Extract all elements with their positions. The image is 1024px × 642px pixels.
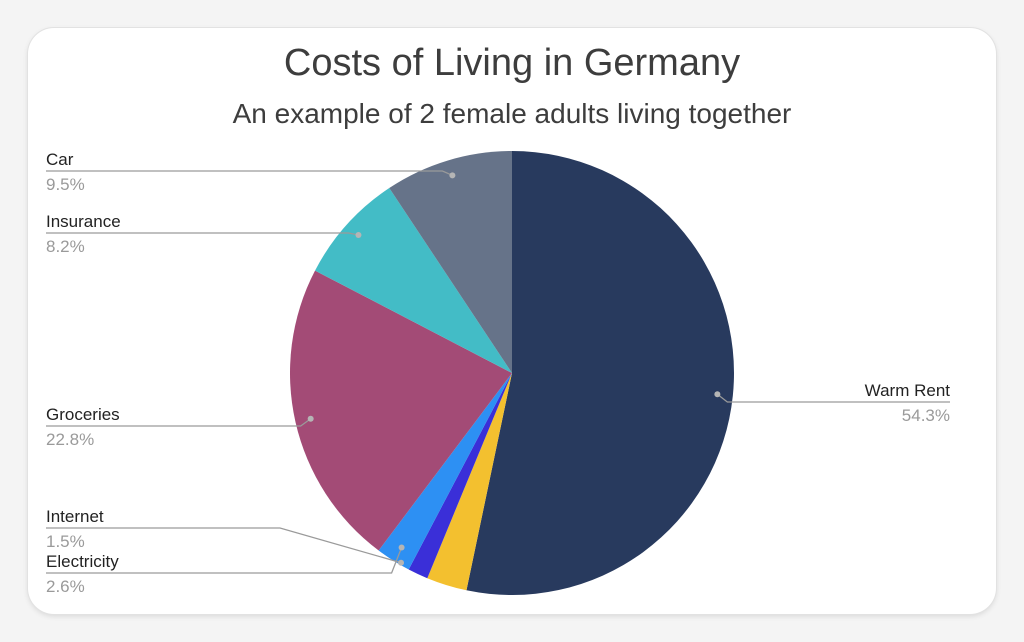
pie-slice-warm-rent bbox=[466, 151, 734, 595]
leader-dot-electricity bbox=[398, 544, 405, 551]
pie-slice-electricity bbox=[378, 373, 512, 570]
slice-pct-warm-rent: 54.3% bbox=[902, 406, 950, 425]
leader-line-warm-rent bbox=[716, 393, 950, 403]
leader-dot-internet bbox=[398, 559, 405, 566]
slice-labels: Warm Rent 54.3% Electricity 2.6% Groceries 22… bbox=[46, 150, 950, 596]
slice-label-warm-rent: Warm Rent bbox=[865, 381, 951, 400]
leader-dot-insurance bbox=[355, 231, 362, 238]
slice-label-car: Car bbox=[46, 150, 74, 169]
leader-dot-warm-rent bbox=[714, 391, 721, 398]
slice-label-internet: Internet bbox=[46, 507, 104, 526]
leader-lines bbox=[46, 170, 950, 574]
chart-subtitle: An example of 2 female adults living tog… bbox=[233, 98, 792, 129]
leader-dot-car bbox=[449, 172, 456, 179]
pie-slice-unlabeled-2 bbox=[408, 373, 512, 579]
pie-slice-car bbox=[389, 151, 512, 373]
slice-label-insurance: Insurance bbox=[46, 212, 121, 231]
leader-line-internet bbox=[46, 527, 402, 564]
pie-chart: Costs of Living in Germany An example of… bbox=[46, 42, 950, 596]
slice-pct-insurance: 8.2% bbox=[46, 237, 85, 256]
slice-pct-internet: 1.5% bbox=[46, 532, 85, 551]
chart-title: Costs of Living in Germany bbox=[284, 42, 740, 84]
pie-slices bbox=[289, 151, 734, 595]
chart-card: Costs of Living in Germany An example of… bbox=[28, 28, 996, 614]
pie-slice-groceries bbox=[289, 270, 512, 551]
pie-slice-insurance bbox=[315, 188, 512, 373]
leader-dot-groceries bbox=[307, 415, 314, 422]
slice-pct-car: 9.5% bbox=[46, 175, 85, 194]
slice-pct-groceries: 22.8% bbox=[46, 430, 94, 449]
slice-label-electricity: Electricity bbox=[46, 552, 119, 571]
leader-line-car bbox=[46, 170, 453, 176]
leader-line-electricity bbox=[46, 547, 403, 574]
leader-line-groceries bbox=[46, 418, 312, 427]
leader-line-insurance bbox=[46, 232, 359, 236]
pie-slice-unlabeled-1 bbox=[427, 373, 512, 591]
slice-pct-electricity: 2.6% bbox=[46, 577, 85, 596]
slice-label-groceries: Groceries bbox=[46, 405, 120, 424]
